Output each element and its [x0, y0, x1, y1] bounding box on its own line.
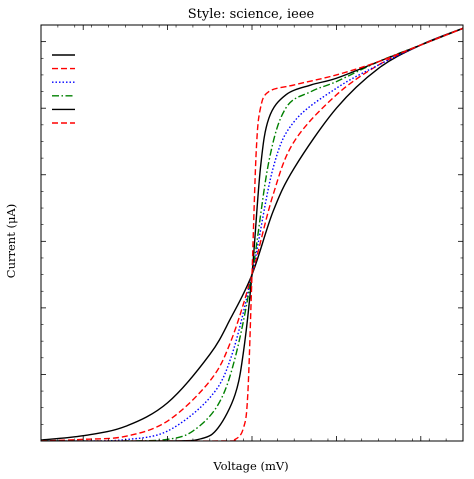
series-line-15: [41, 27, 463, 441]
legend: [52, 54, 75, 124]
series-line-20: [41, 27, 463, 441]
series-line-50: [41, 27, 463, 441]
series-line-100: [41, 27, 463, 441]
plot-area: [40, 24, 464, 442]
plot-frame: [40, 24, 464, 442]
x-axis-label: Voltage (mV): [212, 459, 288, 473]
series-group: [41, 27, 463, 441]
chart-title: Style: science, ieee: [188, 7, 315, 22]
series-line-10: [41, 27, 463, 441]
y-axis-label: Current (μA): [4, 204, 18, 278]
series-line-30: [41, 27, 463, 441]
